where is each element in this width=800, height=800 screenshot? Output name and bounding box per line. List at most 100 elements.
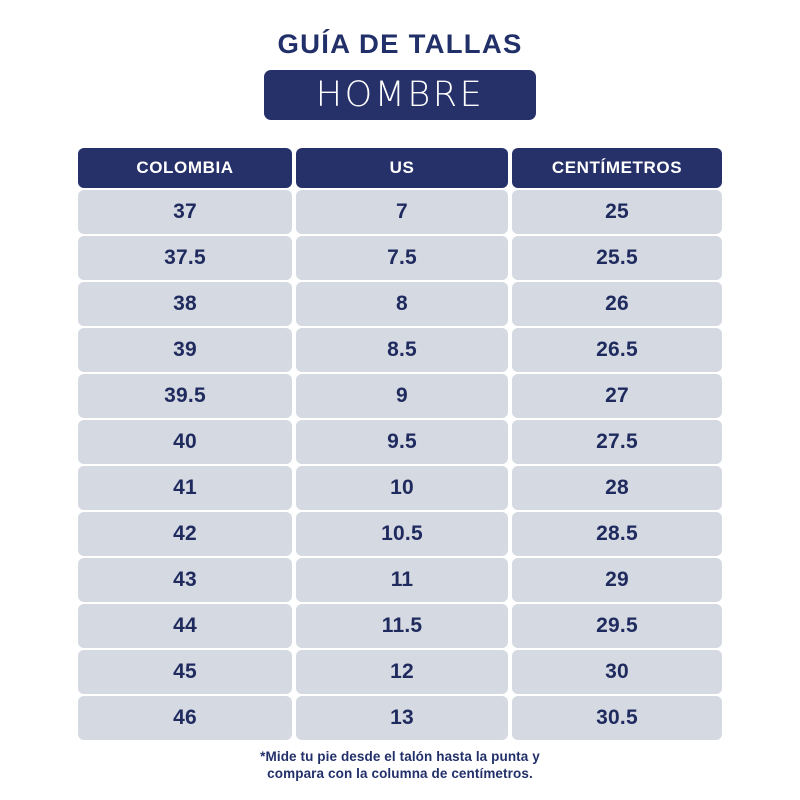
cell-value: 27.5 bbox=[596, 430, 638, 453]
column-header-label: COLOMBIA bbox=[136, 158, 234, 177]
cell-value: 30 bbox=[605, 660, 629, 683]
cell-value: 29 bbox=[605, 568, 629, 591]
cell-value: 43 bbox=[173, 568, 197, 591]
cell-colombia: 39 bbox=[78, 328, 292, 372]
cell-value: 29.5 bbox=[596, 614, 638, 637]
table-row: 46 13 30.5 bbox=[78, 696, 722, 740]
cell-colombia: 41 bbox=[78, 466, 292, 510]
cell-centimetros: 28 bbox=[512, 466, 722, 510]
cell-value: 9 bbox=[396, 384, 408, 407]
table-row: 39.5 9 27 bbox=[78, 374, 722, 418]
cell-colombia: 38 bbox=[78, 282, 292, 326]
column-header-label: US bbox=[389, 158, 415, 177]
cell-colombia: 40 bbox=[78, 420, 292, 464]
cell-value: 9.5 bbox=[387, 430, 417, 453]
cell-us: 12 bbox=[296, 650, 508, 694]
page-title: GUÍA DE TALLAS bbox=[277, 29, 523, 59]
cell-value: 12 bbox=[390, 660, 414, 683]
cell-colombia: 43 bbox=[78, 558, 292, 602]
table-row: 41 10 28 bbox=[78, 466, 722, 510]
cell-value: 40 bbox=[173, 430, 197, 453]
cell-value: 26 bbox=[605, 292, 629, 315]
cell-centimetros: 29 bbox=[512, 558, 722, 602]
cell-us: 7.5 bbox=[296, 236, 508, 280]
cell-value: 41 bbox=[173, 476, 197, 499]
table-row: 37.5 7.5 25.5 bbox=[78, 236, 722, 280]
cell-colombia: 46 bbox=[78, 696, 292, 740]
column-header-colombia: COLOMBIA bbox=[78, 148, 292, 188]
cell-value: 38 bbox=[173, 292, 197, 315]
cell-centimetros: 30 bbox=[512, 650, 722, 694]
cell-value: 7.5 bbox=[387, 246, 417, 269]
gender-banner-label: HOMBRE bbox=[315, 75, 485, 115]
cell-value: 10.5 bbox=[381, 522, 423, 545]
table-row: 42 10.5 28.5 bbox=[78, 512, 722, 556]
table-row: 43 11 29 bbox=[78, 558, 722, 602]
cell-value: 25.5 bbox=[596, 246, 638, 269]
cell-centimetros: 27.5 bbox=[512, 420, 722, 464]
footer-note: *Mide tu pie desde el talón hasta la pun… bbox=[0, 748, 800, 782]
cell-colombia: 37.5 bbox=[78, 236, 292, 280]
cell-value: 45 bbox=[173, 660, 197, 683]
cell-value: 26.5 bbox=[596, 338, 638, 361]
cell-us: 9.5 bbox=[296, 420, 508, 464]
column-header-centimetros: CENTÍMETROS bbox=[512, 148, 722, 188]
cell-value: 37 bbox=[173, 200, 197, 223]
cell-value: 46 bbox=[173, 706, 197, 729]
cell-centimetros: 30.5 bbox=[512, 696, 722, 740]
table-header-row: COLOMBIA US CENTÍMETROS bbox=[78, 148, 722, 188]
table-row: 38 8 26 bbox=[78, 282, 722, 326]
cell-value: 30.5 bbox=[596, 706, 638, 729]
footer-note-line-1: *Mide tu pie desde el talón hasta la pun… bbox=[260, 749, 540, 764]
column-header-us: US bbox=[296, 148, 508, 188]
cell-centimetros: 28.5 bbox=[512, 512, 722, 556]
cell-value: 7 bbox=[396, 200, 408, 223]
gender-banner: HOMBRE bbox=[264, 70, 536, 120]
table-row: 39 8.5 26.5 bbox=[78, 328, 722, 372]
cell-value: 42 bbox=[173, 522, 197, 545]
cell-us: 8.5 bbox=[296, 328, 508, 372]
size-table: COLOMBIA US CENTÍMETROS 37 7 25 37.5 7.5… bbox=[78, 148, 722, 742]
cell-centimetros: 27 bbox=[512, 374, 722, 418]
table-row: 37 7 25 bbox=[78, 190, 722, 234]
cell-value: 8 bbox=[396, 292, 408, 315]
cell-us: 10.5 bbox=[296, 512, 508, 556]
cell-value: 10 bbox=[390, 476, 414, 499]
cell-centimetros: 25 bbox=[512, 190, 722, 234]
cell-value: 39 bbox=[173, 338, 197, 361]
cell-value: 27 bbox=[605, 384, 629, 407]
footer-note-line-2: compara con la columna de centímetros. bbox=[267, 766, 533, 781]
cell-colombia: 37 bbox=[78, 190, 292, 234]
cell-us: 10 bbox=[296, 466, 508, 510]
cell-value: 28.5 bbox=[596, 522, 638, 545]
cell-colombia: 39.5 bbox=[78, 374, 292, 418]
table-row: 44 11.5 29.5 bbox=[78, 604, 722, 648]
cell-colombia: 42 bbox=[78, 512, 292, 556]
cell-value: 11 bbox=[390, 568, 414, 591]
cell-us: 11.5 bbox=[296, 604, 508, 648]
cell-value: 37.5 bbox=[164, 246, 206, 269]
table-row: 45 12 30 bbox=[78, 650, 722, 694]
cell-colombia: 45 bbox=[78, 650, 292, 694]
cell-us: 13 bbox=[296, 696, 508, 740]
cell-us: 8 bbox=[296, 282, 508, 326]
cell-value: 28 bbox=[605, 476, 629, 499]
cell-centimetros: 25.5 bbox=[512, 236, 722, 280]
cell-us: 7 bbox=[296, 190, 508, 234]
cell-value: 11.5 bbox=[381, 614, 423, 637]
cell-centimetros: 29.5 bbox=[512, 604, 722, 648]
cell-value: 8.5 bbox=[387, 338, 417, 361]
cell-value: 44 bbox=[173, 614, 197, 637]
title-block: GUÍA DE TALLAS bbox=[0, 28, 800, 60]
cell-us: 11 bbox=[296, 558, 508, 602]
cell-colombia: 44 bbox=[78, 604, 292, 648]
table-row: 40 9.5 27.5 bbox=[78, 420, 722, 464]
cell-value: 25 bbox=[605, 200, 629, 223]
cell-centimetros: 26 bbox=[512, 282, 722, 326]
column-header-label: CENTÍMETROS bbox=[551, 158, 683, 177]
cell-value: 13 bbox=[390, 706, 414, 729]
cell-us: 9 bbox=[296, 374, 508, 418]
cell-value: 39.5 bbox=[164, 384, 206, 407]
cell-centimetros: 26.5 bbox=[512, 328, 722, 372]
